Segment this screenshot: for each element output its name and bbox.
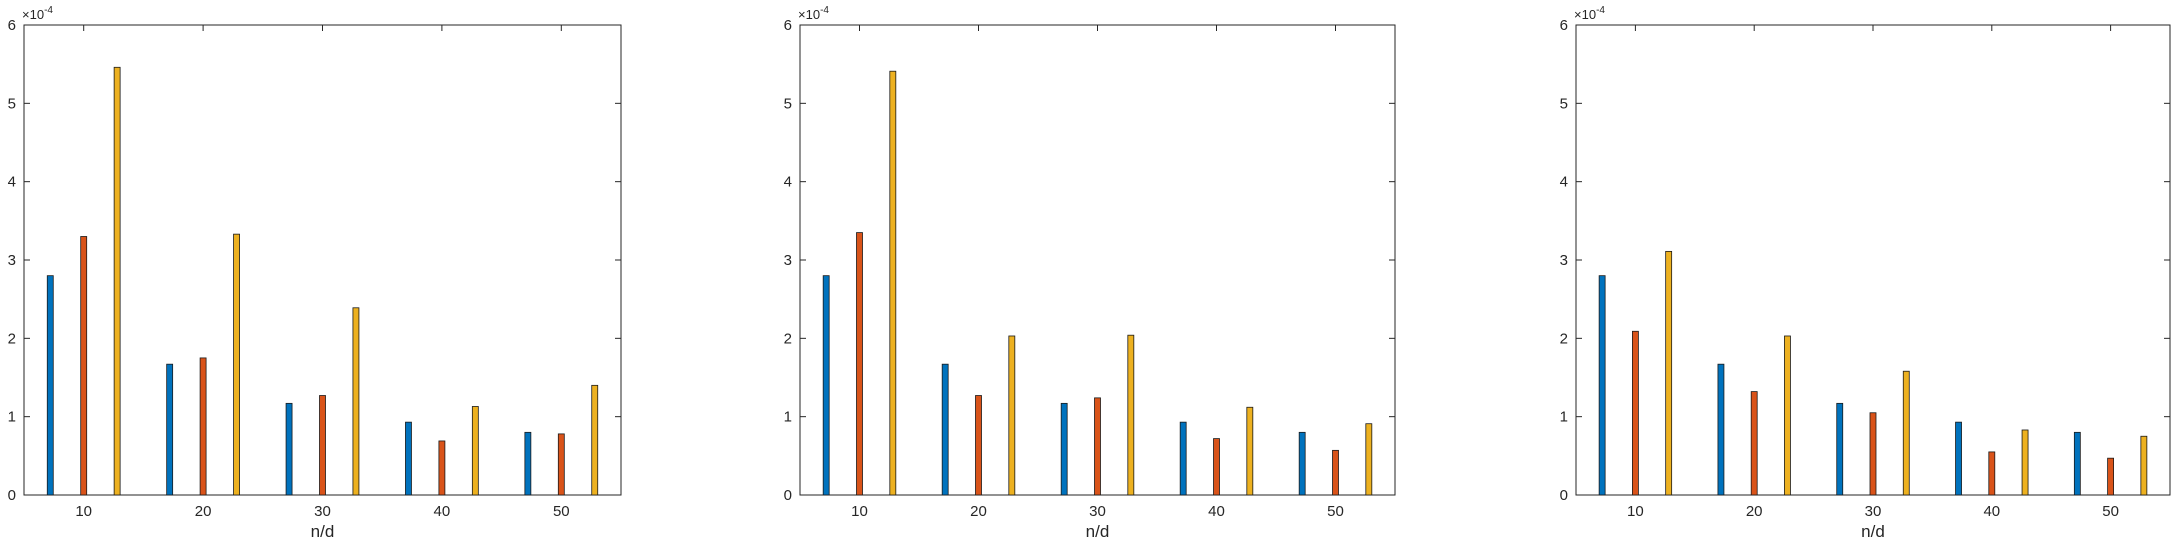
x-tick-label: 10 (75, 503, 92, 520)
y-tick-label: 3 (1560, 252, 1568, 269)
y-tick-label: 5 (1560, 95, 1568, 112)
y-tick-label: 2 (1560, 330, 1568, 347)
x-tick-label: 40 (1983, 503, 2000, 520)
y-tick-label: 1 (1560, 409, 1568, 426)
y-tick-label: 6 (8, 17, 16, 34)
y-tick-label: 4 (784, 174, 792, 191)
bar-series-3-40 (1246, 406, 1254, 496)
y-tick-label: 5 (784, 95, 792, 112)
chart-panel-1: 0 1 2 3 4 5 6 10 20 30 40 50 n/d ×10-4 (8, 5, 622, 541)
y-tick-label: 3 (8, 252, 16, 269)
x-axis-label: n/d (1086, 522, 1110, 541)
x-tick-label: 30 (1089, 503, 1106, 520)
bar-series-2-50 (2107, 457, 2115, 496)
bar-series-2-20 (975, 395, 982, 496)
y-exponent-power: -4 (1596, 5, 1605, 16)
y-tick-label: 3 (784, 252, 792, 269)
y-tick-label: 5 (8, 95, 16, 112)
bar-series-2-10 (80, 236, 88, 496)
chart-panel-2: 0 1 2 3 4 5 6 10 20 30 40 50 n/d ×10-4 (784, 5, 1396, 541)
bar-series-3-50 (2140, 435, 2148, 496)
bar-series-2-40 (438, 440, 446, 496)
bar-series-1-10 (46, 275, 54, 496)
y-exponent-label: ×10-4 (1574, 5, 1605, 22)
bar-series-3-40 (471, 406, 479, 496)
y-tick-label: 0 (1560, 487, 1568, 504)
y-exponent-base: ×10 (1574, 7, 1596, 22)
bar-series-2-20 (1750, 391, 1758, 496)
y-exponent-label: ×10-4 (22, 5, 53, 22)
x-tick-label: 50 (2102, 503, 2119, 520)
y-tick-label: 4 (1560, 174, 1568, 191)
x-tick-label: 20 (1746, 503, 1763, 520)
bar-series-1-20 (1717, 363, 1725, 496)
bar-series-1-30 (285, 402, 293, 496)
x-tick-label: 30 (1865, 503, 1882, 520)
y-exponent-base: ×10 (22, 7, 44, 22)
x-tick-label: 50 (1327, 503, 1344, 520)
bar-series-2-40 (1213, 438, 1220, 496)
x-axis-label: n/d (311, 522, 335, 541)
bar-series-1-40 (1179, 421, 1187, 496)
bar-series-3-30 (352, 307, 360, 496)
bar-series-2-30 (1094, 397, 1101, 496)
bar-series-1-30 (1060, 402, 1068, 496)
y-tick-label: 6 (784, 17, 792, 34)
bar-series-2-10 (856, 232, 863, 496)
bar-series-3-10 (113, 66, 121, 496)
bar-series-2-50 (1332, 449, 1339, 496)
x-axis-label: n/d (1861, 522, 1885, 541)
y-tick-label: 6 (1560, 17, 1568, 34)
bar-series-1-20 (166, 363, 174, 496)
bar-series-1-40 (405, 421, 412, 496)
x-tick-label: 40 (1208, 503, 1225, 520)
bar-series-2-10 (1632, 330, 1639, 496)
y-tick-label: 2 (784, 330, 792, 347)
y-tick-label: 0 (8, 487, 16, 504)
y-tick-label: 1 (8, 409, 16, 426)
bar-series-1-50 (524, 431, 532, 496)
bar-series-3-10 (889, 70, 897, 496)
y-tick-label: 0 (784, 487, 792, 504)
bar-series-3-40 (2021, 429, 2029, 496)
x-tick-label: 30 (314, 503, 331, 520)
bar-series-1-50 (2073, 431, 2081, 496)
bar-series-1-30 (1836, 402, 1844, 496)
bar-series-3-30 (1902, 370, 1910, 496)
bar-series-2-40 (1988, 451, 1996, 496)
bar-series-3-50 (1365, 423, 1373, 496)
bar-series-1-10 (822, 275, 830, 496)
chart-panel-3: 0 1 2 3 4 5 6 10 20 30 40 50 n/d ×10-4 (1560, 5, 2171, 541)
bar-series-3-20 (1008, 335, 1016, 496)
x-tick-label: 10 (1627, 503, 1644, 520)
y-exponent-label: ×10-4 (798, 5, 829, 22)
bar-series-1-50 (1298, 431, 1306, 496)
bar-series-1-10 (1598, 275, 1606, 496)
x-tick-label: 20 (195, 503, 212, 520)
bar-series-2-20 (199, 357, 207, 496)
bar-series-2-50 (557, 433, 565, 496)
x-tick-label: 20 (970, 503, 987, 520)
y-tick-label: 4 (8, 174, 16, 191)
bar-series-3-20 (1784, 335, 1791, 496)
y-exponent-power: -4 (820, 5, 829, 16)
y-exponent-power: -4 (44, 5, 53, 16)
bar-series-3-30 (1127, 334, 1135, 496)
bar-series-1-40 (1955, 421, 1962, 496)
bar-series-1-20 (941, 363, 949, 496)
x-tick-label: 50 (553, 503, 570, 520)
y-exponent-base: ×10 (798, 7, 820, 22)
y-tick-label: 1 (784, 409, 792, 426)
x-tick-label: 10 (851, 503, 868, 520)
bar-series-3-20 (233, 233, 240, 496)
bar-series-2-30 (319, 395, 326, 496)
x-tick-label: 40 (434, 503, 451, 520)
bar-series-3-10 (1665, 250, 1673, 496)
y-tick-label: 2 (8, 330, 16, 347)
bar-series-3-50 (591, 384, 599, 496)
bar-series-2-30 (1869, 412, 1877, 496)
